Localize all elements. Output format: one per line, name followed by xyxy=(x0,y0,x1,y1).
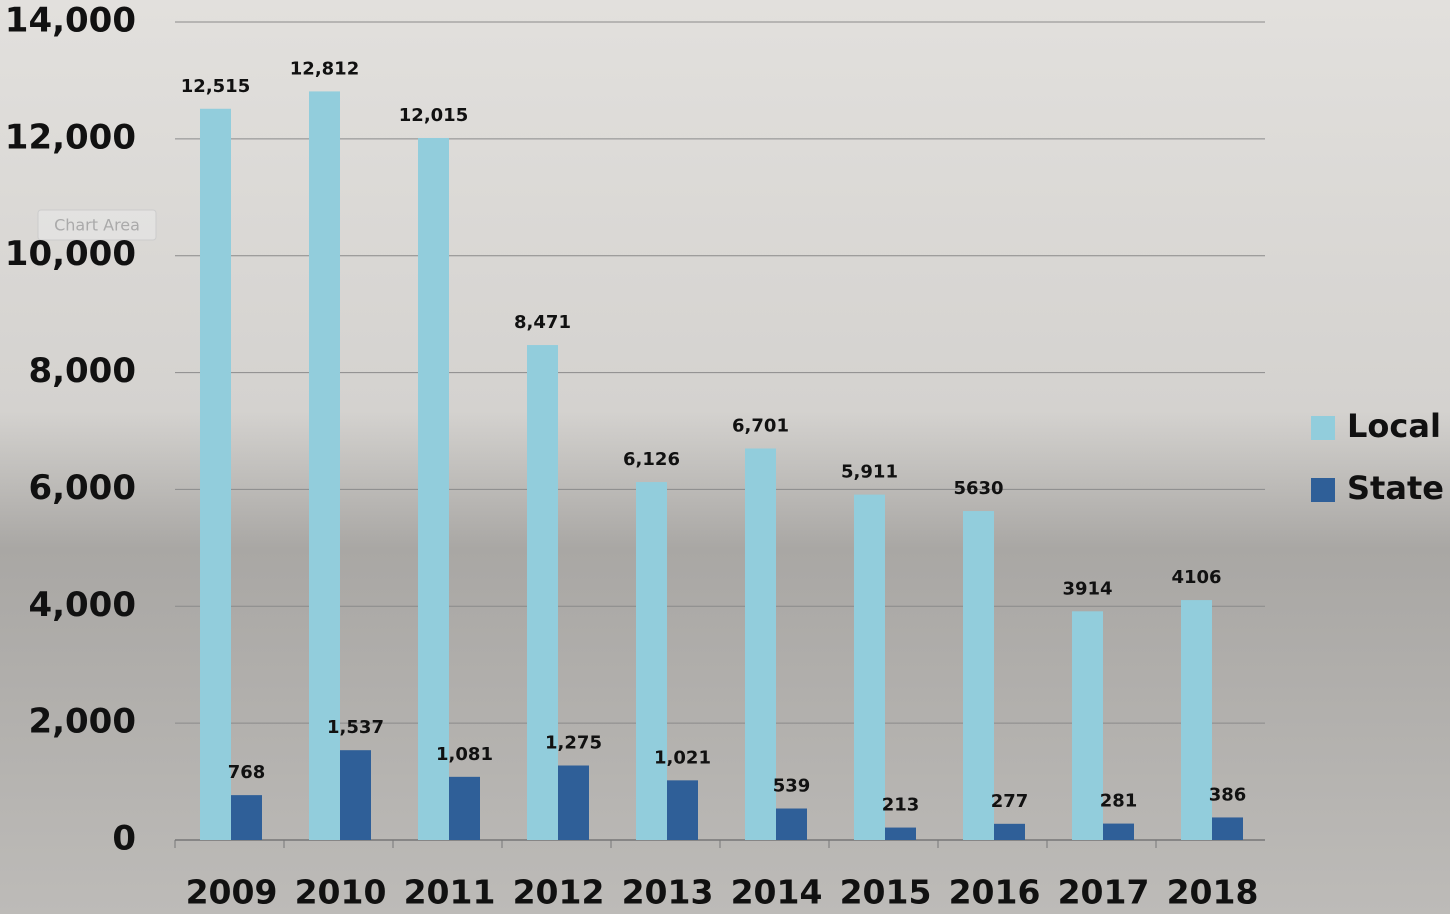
bar xyxy=(776,809,807,840)
value-label: 5630 xyxy=(953,478,1003,499)
tooltip: Chart Area xyxy=(54,216,140,235)
bar xyxy=(1072,611,1103,840)
x-tick-label: 2009 xyxy=(186,873,278,912)
y-tick-label: 12,000 xyxy=(5,117,136,157)
bar xyxy=(558,766,589,840)
bar xyxy=(340,750,371,840)
bar xyxy=(449,777,480,840)
value-label: 3914 xyxy=(1062,578,1112,599)
value-label: 5,911 xyxy=(841,462,898,483)
y-tick-label: 10,000 xyxy=(5,234,136,274)
value-label: 277 xyxy=(991,791,1029,812)
bar xyxy=(1181,600,1212,840)
x-tick-label: 2010 xyxy=(295,873,387,912)
bar xyxy=(854,495,885,840)
x-tick-label: 2014 xyxy=(731,873,823,912)
x-tick-label: 2017 xyxy=(1058,873,1150,912)
y-tick-label: 14,000 xyxy=(5,1,136,41)
y-tick-label: 0 xyxy=(112,819,136,859)
x-tick-label: 2015 xyxy=(840,873,932,912)
y-tick-label: 4,000 xyxy=(28,585,136,625)
value-label: 12,515 xyxy=(181,76,250,97)
value-label: 768 xyxy=(228,762,266,783)
value-label: 539 xyxy=(773,776,811,797)
value-label: 4106 xyxy=(1171,567,1221,588)
bar xyxy=(636,482,667,840)
value-label: 12,812 xyxy=(290,58,359,79)
value-label: 12,015 xyxy=(399,105,468,126)
y-tick-label: 8,000 xyxy=(28,351,136,391)
value-label: 386 xyxy=(1209,784,1247,805)
bar xyxy=(963,511,994,840)
value-label: 6,126 xyxy=(623,449,680,470)
legend-swatch xyxy=(1311,478,1335,502)
x-tick-label: 2016 xyxy=(949,873,1041,912)
bar xyxy=(1212,817,1243,840)
value-label: 1,275 xyxy=(545,733,602,754)
x-tick-label: 2013 xyxy=(622,873,714,912)
bar xyxy=(1103,824,1134,840)
bar xyxy=(231,795,262,840)
x-tick-label: 2012 xyxy=(513,873,605,912)
chart: Chart Area 0 2,000 4,000 6,000 8,000 10,000 12… xyxy=(0,0,1450,914)
bar xyxy=(200,109,231,840)
y-tick-label: 2,000 xyxy=(28,702,136,742)
bar xyxy=(885,828,916,840)
x-tick-label: 2018 xyxy=(1167,873,1259,912)
bar xyxy=(418,138,449,840)
y-tick-label: 6,000 xyxy=(28,468,136,508)
bar xyxy=(994,824,1025,840)
value-label: 1,537 xyxy=(327,717,384,738)
legend-label: State xyxy=(1347,469,1444,507)
x-tick-label: 2011 xyxy=(404,873,496,912)
value-label: 281 xyxy=(1100,791,1138,812)
bar xyxy=(667,780,698,840)
value-label: 8,471 xyxy=(514,312,571,333)
legend-swatch xyxy=(1311,416,1335,440)
value-label: 6,701 xyxy=(732,415,789,436)
value-label: 1,081 xyxy=(436,744,493,765)
value-label: 1,021 xyxy=(654,747,711,768)
bar xyxy=(745,448,776,840)
bar xyxy=(527,345,558,840)
legend-label: Local xyxy=(1347,407,1441,445)
value-label: 213 xyxy=(882,795,920,816)
